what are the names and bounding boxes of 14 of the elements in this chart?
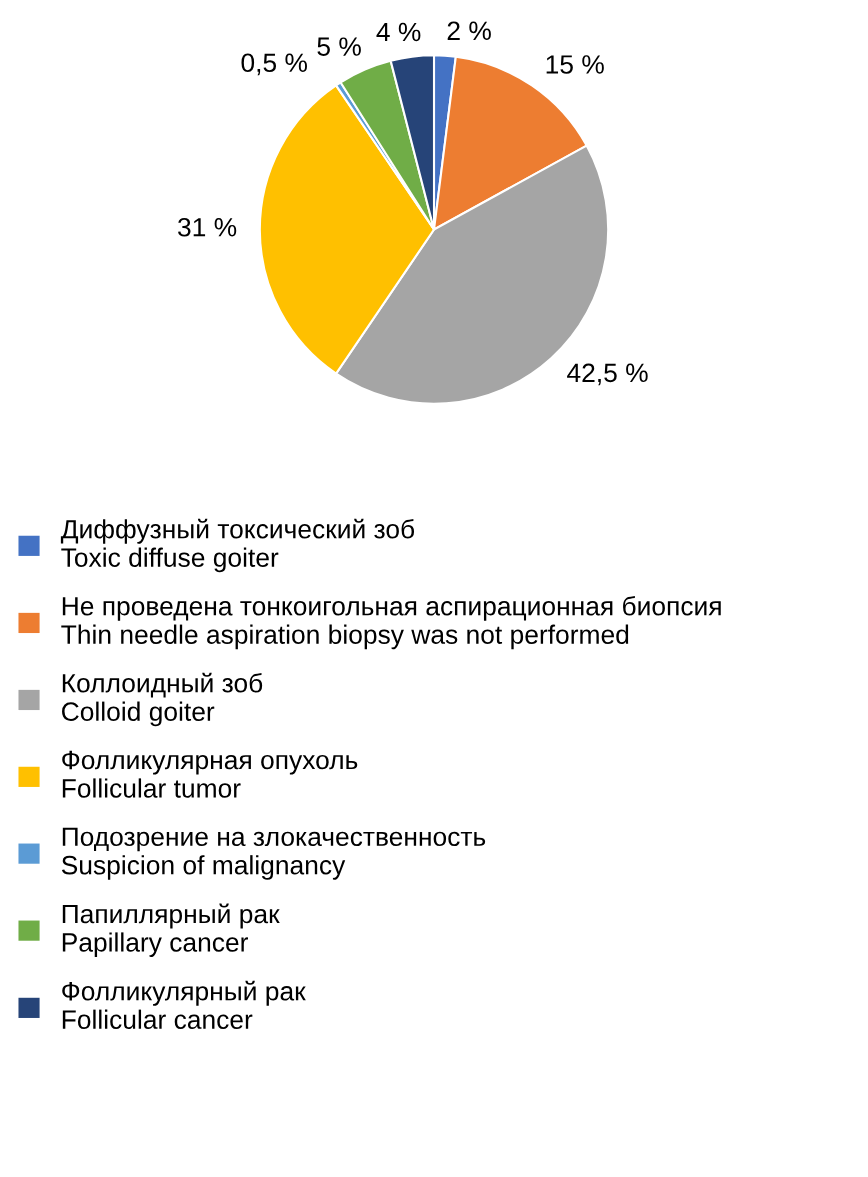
legend-label: Подозрение на злокачественность Suspicion of malignancy (61, 827, 486, 880)
data-label: 5 % (317, 37, 361, 56)
legend-label: Папиллярный рак Papillary cancer (62, 903, 280, 957)
data-label: 15 % (546, 55, 604, 74)
legend-label: Фолликулярная опухоль Follicular tumor (62, 750, 358, 798)
legend-label: Коллоидный зоб Colloid goiter (62, 672, 263, 727)
data-label: 2 % (447, 21, 491, 41)
legend-label: Диффузный токсический зоб Toxic diffuse goiter (60, 518, 415, 573)
data-label: 31 % (178, 217, 237, 237)
legend-label: Не проведена тонкоигольная аспирационная биопсия Thin needle aspiration biopsy was not performed (61, 595, 721, 650)
data-label: 0,5 % (241, 53, 307, 76)
data-label: 4 % (376, 22, 421, 42)
data-label: 42,5 % (567, 363, 648, 386)
legend-label: Фолликулярный рак Follicular cancer (62, 980, 306, 1030)
